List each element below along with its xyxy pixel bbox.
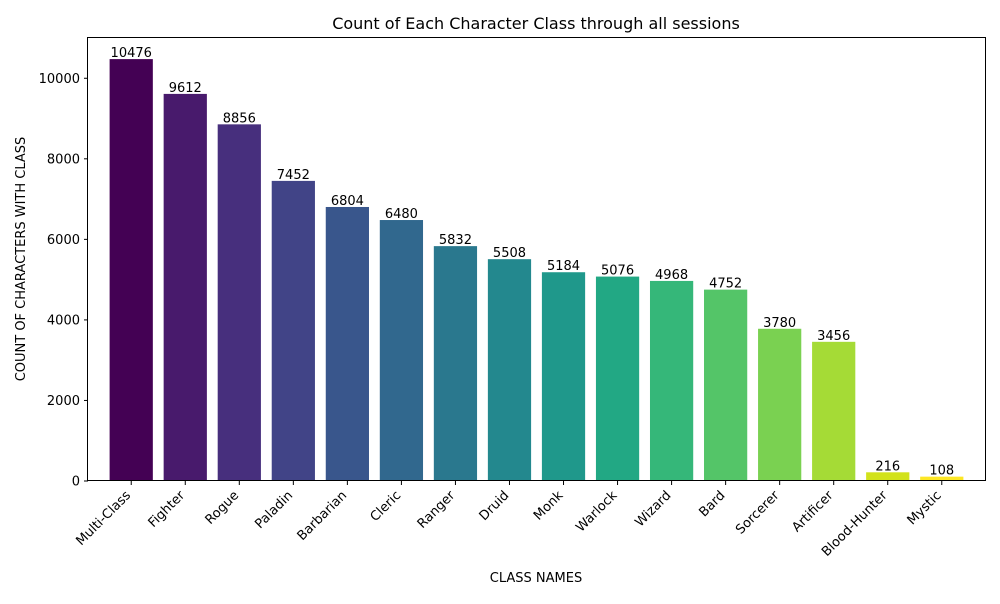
bar-multi-class: [109, 59, 153, 481]
x-tick-label: Sorcerer: [733, 488, 783, 538]
bar-cleric: [379, 220, 424, 481]
y-tick-label: 8000: [47, 152, 80, 167]
value-label: 5832: [439, 233, 472, 248]
y-axis: 0 2000 4000 6000 8000 10000: [39, 72, 88, 490]
value-label: 10476: [111, 46, 152, 61]
bar-warlock: [595, 276, 640, 481]
bar-mystic: [920, 476, 964, 481]
y-tick-label: 4000: [47, 313, 80, 328]
value-label: 216: [875, 459, 900, 474]
x-tick-label: Fighter: [146, 488, 189, 531]
bar-blood-hunter: [866, 472, 910, 481]
value-labels-layer: 10476 9612 8856 7452 6804 6480 5832 5508 5184 507…: [111, 46, 955, 479]
bar-druid: [487, 259, 532, 481]
value-label: 3456: [817, 329, 850, 344]
bar-barbarian: [325, 206, 369, 482]
x-tick-label: Paladin: [252, 488, 296, 532]
x-tick-label: Barbarian: [295, 488, 351, 544]
bar-sorcerer: [758, 328, 802, 481]
bar-artificer: [812, 341, 856, 481]
x-tick-label: Druid: [477, 488, 513, 524]
x-tick-label: Warlock: [573, 488, 620, 535]
value-label: 5184: [547, 259, 580, 274]
x-tick-label: Bard: [696, 488, 728, 520]
bar-bard: [704, 289, 748, 481]
x-tick-label: Mystic: [905, 488, 945, 528]
value-label: 6480: [385, 207, 418, 222]
bar-monk: [541, 272, 586, 481]
value-label: 4752: [709, 277, 742, 292]
value-label: 5508: [493, 246, 526, 261]
x-axis-label: CLASS NAMES: [490, 571, 582, 586]
y-tick-label: 2000: [47, 394, 80, 409]
x-tick-label: Rogue: [203, 488, 243, 528]
y-tick-label: 0: [72, 475, 80, 490]
value-label: 108: [929, 464, 954, 479]
value-label: 4968: [655, 268, 688, 283]
value-label: 8856: [223, 111, 256, 126]
bar-paladin: [271, 180, 315, 481]
value-label: 5076: [601, 264, 634, 279]
value-label: 6804: [331, 194, 364, 209]
x-tick-label: Artificer: [789, 488, 837, 536]
x-tick-label: Monk: [531, 488, 567, 524]
value-label: 9612: [169, 81, 202, 96]
x-tick-label: Ranger: [415, 488, 459, 532]
x-tick-label: Wizard: [632, 488, 674, 530]
bar-wizard: [649, 280, 694, 481]
bar-ranger: [433, 246, 478, 481]
x-tick-label: Cleric: [368, 488, 405, 525]
y-axis-label: COUNT OF CHARACTERS WITH CLASS: [14, 137, 29, 382]
value-label: 3780: [763, 316, 796, 331]
bar-rogue: [217, 124, 261, 481]
value-label: 7452: [277, 168, 310, 183]
plot-frame: [87, 37, 986, 481]
y-tick-label: 6000: [47, 233, 80, 248]
chart-title: Count of Each Character Class through al…: [332, 14, 740, 33]
bars-layer: [109, 59, 964, 482]
x-tick-label: Multi-Class: [73, 488, 134, 549]
y-tick-label: 10000: [39, 72, 80, 87]
bar-fighter: [163, 93, 207, 482]
